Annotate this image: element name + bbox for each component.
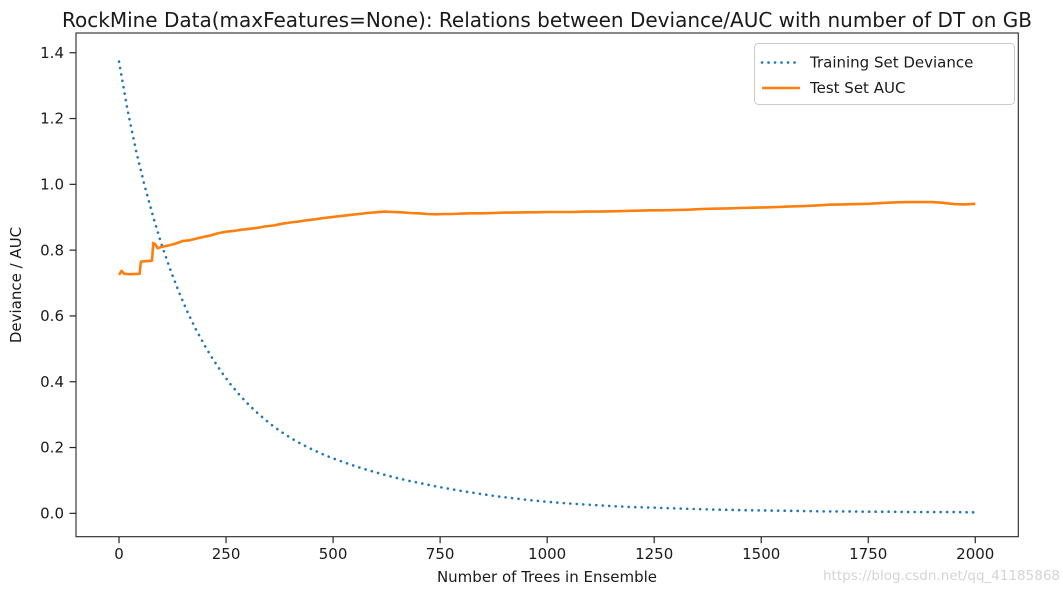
y-axis-label: Deviance / AUC: [7, 227, 25, 343]
x-tick-label: 1000: [528, 545, 566, 563]
x-tick-label: 2000: [956, 545, 994, 563]
x-tick-label: 1750: [849, 545, 887, 563]
y-tick-label: 1.0: [40, 176, 64, 194]
y-tick-label: 1.4: [40, 44, 64, 62]
legend-label-training-deviance: Training Set Deviance: [809, 54, 973, 72]
x-tick-label: 1500: [742, 545, 780, 563]
y-tick-label: 0.8: [40, 241, 64, 259]
y-tick-label: 0.4: [40, 373, 64, 391]
legend-frame: [754, 43, 1015, 105]
plot-border: [75, 32, 1019, 538]
watermark: https://blog.csdn.net/qq_41185868: [823, 568, 1060, 584]
y-tick-label: 0.2: [40, 439, 64, 457]
x-tick-label: 500: [319, 545, 348, 563]
legend-line-samples: [760, 61, 802, 90]
legend-label-test-auc: Test Set AUC: [809, 79, 905, 97]
test-auc-line: [117, 200, 976, 276]
legend: Training Set Deviance Test Set AUC: [754, 43, 1015, 105]
training-deviance-line: [117, 60, 977, 514]
x-tick-label: 750: [426, 545, 455, 563]
plot-generated-layer: 0 250 500 750 1000 1250 1500 1750 2000 0.0 0.2 0.4 0…: [40, 32, 1019, 563]
y-tick-label: 1.2: [40, 110, 64, 128]
y-tick-label: 0.0: [40, 505, 64, 523]
x-tick-label: 1250: [635, 545, 673, 563]
chart-title: RockMine Data(maxFeatures=None): Relatio…: [62, 8, 1032, 32]
x-tick-label: 250: [212, 545, 241, 563]
x-tick-label: 0: [114, 545, 124, 563]
y-tick-label: 0.6: [40, 307, 64, 325]
x-axis-label: Number of Trees in Ensemble: [437, 568, 657, 586]
